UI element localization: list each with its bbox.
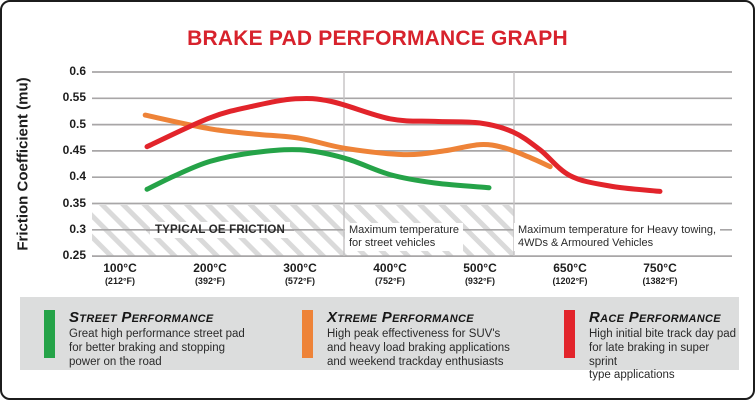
x-tick-celsius: 750°C xyxy=(643,261,677,275)
x-tick-400c: 400°C (752°F) xyxy=(348,261,432,286)
legend-text-block: Race Performance High initial bite track… xyxy=(589,309,739,383)
legend-item-street-performance: Street Performance Great high performanc… xyxy=(44,309,245,369)
x-tick-fahrenheit: (1202°F) xyxy=(552,276,588,286)
street-max-temp-label: Maximum temperature for street vehicles xyxy=(345,223,464,251)
legend-description: Great high performance street pad for be… xyxy=(69,328,245,368)
street-max-temp-line1: Maximum temperature xyxy=(349,224,460,236)
typical-oe-friction-text: TYPICAL OE FRICTION xyxy=(154,224,286,236)
race-performance-color-swatch xyxy=(564,310,575,358)
typical-oe-friction-label: TYPICAL OE FRICTION xyxy=(146,222,294,238)
x-tick-300c: 300°C (572°F) xyxy=(258,261,342,286)
heavy-towing-max-temp-line2: 4WDs & Armoured Vehicles xyxy=(518,236,654,249)
legend-title: Street Performance xyxy=(69,309,214,326)
x-tick-500c: 500°C (932°F) xyxy=(438,261,522,286)
legend-title: Xtreme Performance xyxy=(327,309,474,326)
series-line-street-performance xyxy=(144,147,492,192)
x-tick-fahrenheit: (932°F) xyxy=(464,276,496,286)
page-title: BRAKE PAD PERFORMANCE GRAPH xyxy=(187,27,568,50)
x-tick-celsius: 400°C xyxy=(373,261,407,275)
x-tick-fahrenheit: (392°F) xyxy=(194,276,226,286)
legend-title: Race Performance xyxy=(589,309,721,326)
y-tick-label: 0.3 xyxy=(69,222,86,236)
y-tick-label: 0.25 xyxy=(62,248,86,262)
x-tick-fahrenheit: (752°F) xyxy=(374,276,406,286)
x-tick-100c: 100°C (212°F) xyxy=(78,261,162,286)
street-performance-color-swatch xyxy=(44,310,55,358)
legend-text-block: Xtreme Performance High peak effectivene… xyxy=(327,309,510,369)
legend-description: High initial bite track day pad for late… xyxy=(589,328,737,382)
y-tick-label: 0.4 xyxy=(69,169,86,183)
series-line-xtreme-performance xyxy=(142,112,553,170)
x-tick-celsius: 500°C xyxy=(463,261,497,275)
heavy-towing-max-temp-label: Maximum temperature for Heavy towing, 4W… xyxy=(514,223,721,251)
legend-strip: Street Performance Great high performanc… xyxy=(20,297,739,381)
x-tick-fahrenheit: (1382°F) xyxy=(642,276,678,286)
x-tick-celsius: 650°C xyxy=(553,261,587,275)
x-tick-fahrenheit: (212°F) xyxy=(104,276,136,286)
legend-item-xtreme-performance: Xtreme Performance High peak effectivene… xyxy=(302,309,510,369)
legend-text-block: Street Performance Great high performanc… xyxy=(69,309,245,369)
y-tick-label: 0.45 xyxy=(62,143,86,157)
y-tick-label: 0.55 xyxy=(62,90,86,104)
x-tick-celsius: 200°C xyxy=(193,261,227,275)
heavy-towing-max-temp-line1: Maximum temperature for Heavy towing, xyxy=(518,224,717,236)
x-tick-650c: 650°C (1202°F) xyxy=(528,261,612,286)
x-tick-celsius: 300°C xyxy=(283,261,317,275)
series-line-race-performance xyxy=(144,95,663,194)
y-tick-label: 0.5 xyxy=(69,117,86,131)
legend-item-race-performance: Race Performance High initial bite track… xyxy=(564,309,739,383)
y-tick-label: 0.6 xyxy=(69,64,86,78)
street-max-temp-line2: for street vehicles xyxy=(349,236,436,249)
x-tick-celsius: 100°C xyxy=(103,261,137,275)
legend-description: High peak effectiveness for SUV's and he… xyxy=(327,328,510,368)
x-tick-750c: 750°C (1382°F) xyxy=(618,261,702,286)
x-tick-fahrenheit: (572°F) xyxy=(284,276,316,286)
y-tick-label: 0.35 xyxy=(62,196,86,210)
x-tick-200c: 200°C (392°F) xyxy=(168,261,252,286)
xtreme-performance-color-swatch xyxy=(302,310,313,358)
